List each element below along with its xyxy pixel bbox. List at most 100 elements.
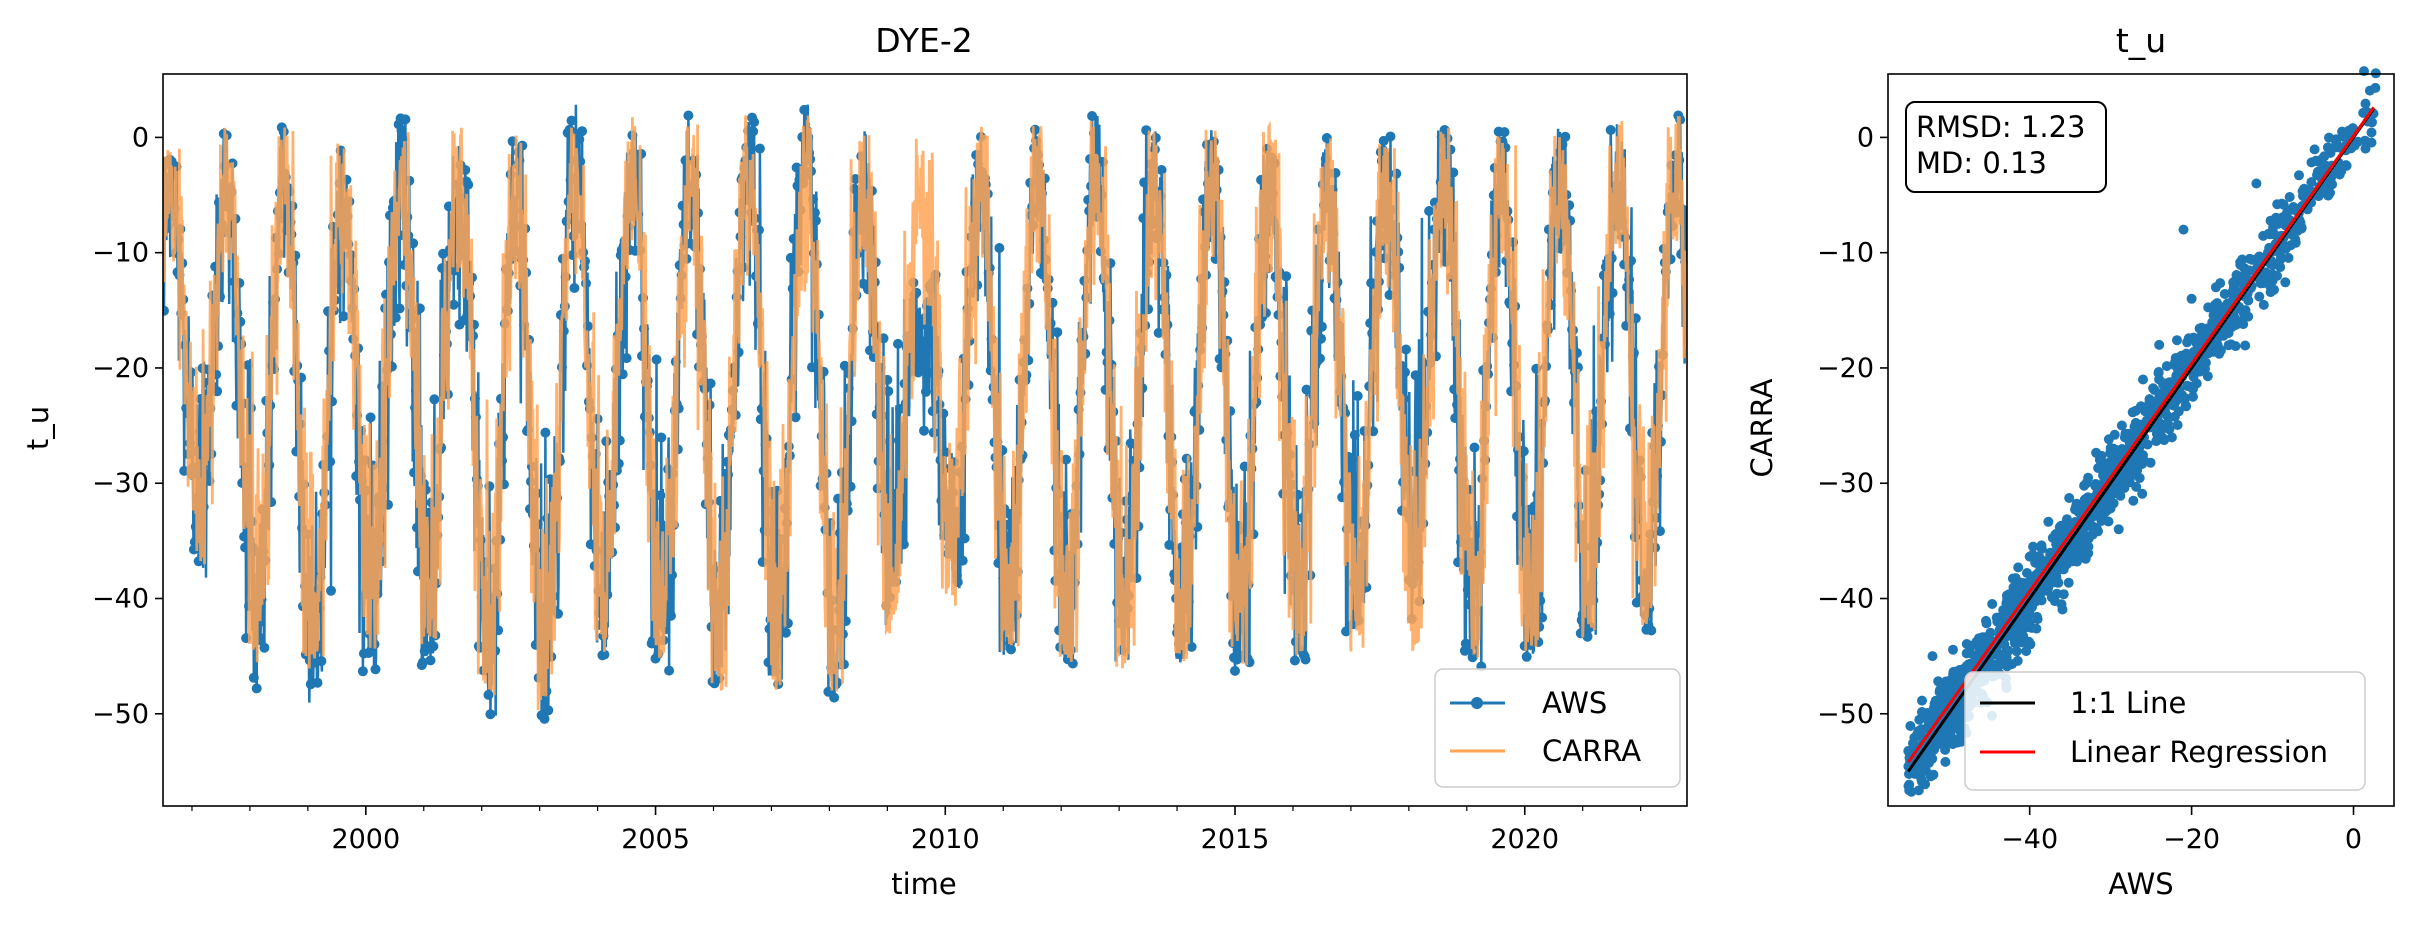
legend-carra-label: CARRA [1542, 734, 1641, 768]
scatter-outlier-point [2251, 178, 2262, 189]
aws-point [539, 713, 550, 724]
scatter-point [2265, 287, 2276, 298]
aws-point [1410, 370, 1421, 381]
aws-point [400, 114, 411, 125]
aws-point [338, 311, 349, 322]
aws-point [1153, 327, 1164, 338]
scatter-point [2294, 170, 2304, 181]
scatter-point [2364, 85, 2375, 96]
scatter-stats-box: RMSD: 1.23 MD: 0.13 [1905, 101, 2107, 193]
scatter-point [2161, 361, 2172, 372]
aws-point [1006, 644, 1016, 655]
scatter-point [2128, 495, 2139, 506]
scatter-point [2263, 228, 2274, 239]
scatter-xlabel: AWS [2108, 867, 2173, 901]
scatter-point [1940, 756, 1951, 767]
aws-point [1087, 111, 1098, 121]
sc-y-tick-label: −30 [1817, 468, 1874, 499]
scatter-point [2012, 655, 2023, 666]
scatter-point [1916, 766, 1927, 777]
scatter-point [1912, 729, 1923, 740]
scatter-ylabel: CARRA [1745, 378, 1779, 477]
scatter-point [2290, 234, 2301, 245]
scatter-outlier-point [1951, 720, 1962, 731]
aws-point [1052, 327, 1063, 338]
aws-point [577, 126, 588, 137]
aws-point [1352, 391, 1363, 401]
scatter-point [2056, 599, 2067, 610]
scatter-point [1928, 769, 1939, 780]
aws-point [791, 162, 802, 173]
scatter-point [2019, 636, 2030, 647]
ts-x-tick-label: 2005 [621, 824, 690, 855]
scatter-outlier-point [2178, 224, 2189, 235]
aws-point [957, 555, 968, 566]
aws-point [1139, 177, 1150, 188]
aws-point [390, 312, 401, 323]
aws-point [326, 585, 336, 596]
scatter-point [2193, 333, 2204, 344]
scatter-point [2319, 151, 2330, 162]
scatter-point [2141, 403, 2152, 414]
scatter-point [1954, 665, 1965, 675]
scatter-point [2024, 609, 2035, 620]
scatter-point [2231, 270, 2242, 280]
scatter-point [2272, 270, 2282, 281]
aws-point [1300, 654, 1311, 665]
scatter-point [2013, 562, 2024, 573]
scatter-point [2366, 137, 2377, 148]
scatter-point [2080, 553, 2091, 564]
sc-y-tick-label: −10 [1817, 238, 1874, 269]
scatter-point [1948, 644, 1958, 655]
aws-point [599, 649, 610, 660]
scatter-point [2182, 337, 2193, 348]
sc-y-tick-label: 0 [1857, 122, 1874, 153]
sc-y-tick-label: −40 [1817, 584, 1874, 615]
aws-point [1391, 168, 1402, 179]
scatter-point [1903, 781, 1914, 791]
aws-point [1346, 453, 1357, 464]
aws-point [1143, 304, 1154, 315]
scatter-point [2063, 577, 2074, 588]
aws-point [193, 556, 204, 567]
scatter-point [2154, 388, 2165, 399]
scatter-point [2202, 371, 2213, 382]
scatter-point [2240, 340, 2251, 351]
scatter-point [1939, 735, 1950, 746]
scatter-point [2137, 488, 2148, 499]
scatter-point [2297, 186, 2308, 197]
scatter-point [1917, 695, 1927, 706]
aws-point [417, 657, 428, 668]
scatter-point [2122, 474, 2133, 485]
scatter-point [1997, 658, 2008, 669]
aws-point [1230, 665, 1240, 676]
scatter-point [2309, 144, 2320, 155]
scatter-point [2100, 459, 2111, 470]
aws-point [1181, 453, 1192, 464]
aws-point [940, 447, 951, 458]
scatter-point [2271, 212, 2281, 223]
scatter-point [2075, 543, 2086, 554]
scatter-outlier-point [2138, 374, 2148, 385]
ts-x-tick-label: 2020 [1490, 824, 1559, 855]
ts-y-tick-label: −20 [92, 353, 149, 384]
aws-point [564, 124, 575, 135]
scatter-point [2166, 432, 2177, 443]
scatter-point [2278, 199, 2289, 210]
aws-point [799, 104, 810, 115]
scatter-point [2027, 549, 2038, 560]
aws-point [239, 531, 250, 542]
aws-point [917, 345, 928, 356]
aws-point [994, 243, 1005, 253]
scatter-point [2360, 98, 2371, 109]
aws-point [666, 610, 676, 621]
aws-point [790, 412, 801, 423]
aws-point [683, 110, 694, 121]
aws-point [1156, 165, 1167, 175]
scatter-point [2105, 443, 2116, 453]
scatter-point [2238, 307, 2249, 318]
scatter-point [2109, 429, 2120, 440]
time-series-title: DYE-2 [875, 21, 973, 60]
time-series-xlabel: time [891, 867, 957, 901]
aws-point [1349, 430, 1360, 440]
